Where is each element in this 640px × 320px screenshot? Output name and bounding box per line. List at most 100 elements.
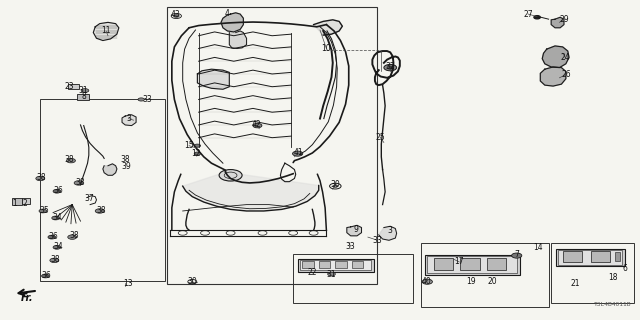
Text: 2: 2 [22,198,28,207]
Bar [68,84,79,89]
Text: 40: 40 [421,277,431,286]
Bar [335,261,347,268]
Polygon shape [221,13,243,32]
Bar [591,252,610,262]
Text: 38: 38 [51,255,60,264]
Bar [167,7,378,284]
Polygon shape [542,46,569,68]
Text: 32: 32 [385,61,395,70]
Bar [556,249,625,266]
Text: T3L4B4011B: T3L4B4011B [594,301,632,307]
Circle shape [53,189,61,193]
Text: 10: 10 [321,44,331,53]
Text: 38: 38 [120,155,130,164]
Text: 4: 4 [225,9,230,18]
Circle shape [292,151,303,156]
Circle shape [384,64,397,71]
Text: 38: 38 [65,155,74,164]
Bar [12,197,22,204]
Circle shape [52,216,60,220]
Polygon shape [103,164,117,175]
Circle shape [333,185,338,188]
Text: 36: 36 [42,271,52,280]
Text: 41: 41 [294,148,303,157]
Circle shape [68,235,77,239]
Text: 8: 8 [81,92,86,101]
Polygon shape [551,17,564,28]
Circle shape [534,16,540,19]
Circle shape [42,274,49,278]
Bar [487,258,506,270]
Polygon shape [197,69,229,89]
Circle shape [36,176,45,181]
Polygon shape [540,67,566,86]
Circle shape [511,253,522,258]
Text: 39: 39 [121,162,131,171]
Bar [426,255,520,275]
Bar [302,261,314,268]
Text: 34: 34 [52,213,62,222]
Bar [615,252,620,261]
Text: 6: 6 [623,264,628,273]
Text: 36: 36 [48,232,58,241]
Text: 20: 20 [488,276,497,285]
Circle shape [194,152,200,155]
Bar [434,258,453,270]
Polygon shape [347,225,362,236]
Text: 33: 33 [372,236,382,245]
Text: 36: 36 [53,186,63,195]
Text: 34: 34 [53,242,63,251]
Text: 38: 38 [36,173,46,182]
Text: 25: 25 [375,132,385,141]
Text: 19: 19 [466,276,476,285]
Bar [298,259,374,271]
Polygon shape [229,31,246,49]
Bar [558,250,622,265]
Text: 38: 38 [69,231,79,240]
Circle shape [253,123,262,128]
Bar [352,261,364,268]
Text: 11: 11 [101,27,111,36]
Text: 38: 38 [75,178,84,187]
Text: 24: 24 [561,53,570,62]
Bar [563,252,582,262]
Polygon shape [122,115,136,125]
Text: Fr.: Fr. [21,292,34,303]
Circle shape [48,235,56,239]
Circle shape [219,170,242,181]
Bar [40,100,165,281]
Bar [293,254,413,303]
Text: 30: 30 [188,277,197,286]
Text: 18: 18 [608,273,617,282]
Bar [319,261,330,268]
Circle shape [173,15,179,17]
Text: 22: 22 [308,268,317,277]
Text: 21: 21 [571,279,580,288]
Text: 35: 35 [39,206,49,215]
Text: 23: 23 [65,82,74,91]
Text: 30: 30 [330,180,340,189]
Text: 14: 14 [534,243,543,252]
Circle shape [95,209,104,213]
Circle shape [53,245,61,249]
Circle shape [328,272,335,276]
Text: 42: 42 [252,120,261,130]
Text: 3: 3 [388,226,393,235]
Text: 26: 26 [561,70,571,79]
Bar [551,243,634,303]
Polygon shape [379,226,397,240]
Circle shape [50,258,59,263]
Bar [428,256,516,273]
Polygon shape [314,20,342,35]
Bar [77,94,89,100]
Circle shape [67,158,76,163]
Circle shape [387,66,394,69]
Circle shape [138,98,145,101]
Text: 15: 15 [184,141,194,150]
Text: 38: 38 [97,206,106,215]
Text: 31: 31 [79,86,88,95]
Circle shape [74,181,83,185]
Text: 37: 37 [84,194,93,204]
Text: 33: 33 [143,95,152,104]
Bar [300,260,371,270]
